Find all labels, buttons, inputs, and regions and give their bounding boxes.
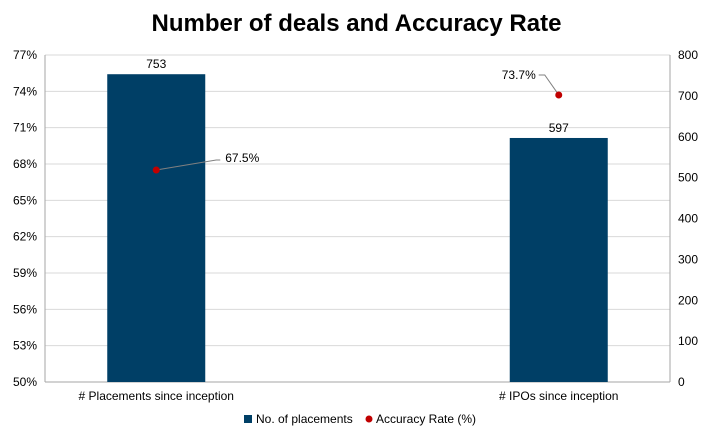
- bar: [107, 74, 206, 383]
- y-right-tick-label: 200: [678, 293, 698, 307]
- bar-data-label: 597: [549, 121, 569, 135]
- data-label-leader-line: [156, 159, 221, 171]
- legend-swatch-bars: [244, 415, 252, 423]
- y-right-tick-label: 100: [678, 334, 698, 348]
- accuracy-point: [152, 166, 160, 174]
- chart-title: Number of deals and Accuracy Rate: [151, 10, 562, 37]
- y-left-tick-label: 65%: [13, 193, 37, 207]
- y-left-tick-label: 50%: [13, 375, 37, 389]
- accuracy-data-label: 73.7%: [502, 68, 536, 82]
- y-right-tick-label: 400: [678, 212, 698, 226]
- y-right-tick-label: 800: [678, 48, 698, 62]
- y-right-tick-label: 0: [678, 375, 685, 389]
- y-left-tick-label: 74%: [13, 84, 37, 98]
- y-left-tick-label: 53%: [13, 339, 37, 353]
- y-left-tick-label: 77%: [13, 48, 37, 62]
- legend-label-points: Accuracy Rate (%): [376, 412, 476, 426]
- data-label-leader-line: [538, 74, 560, 96]
- legend-swatch-points: [365, 415, 373, 423]
- y-left-tick-label: 62%: [13, 230, 37, 244]
- legend-label-bars: No. of placements: [256, 412, 353, 426]
- y-right-tick-label: 300: [678, 252, 698, 266]
- bar: [509, 137, 608, 382]
- y-left-tick-label: 59%: [13, 266, 37, 280]
- bar-data-label: 753: [146, 57, 166, 71]
- y-right-tick-label: 600: [678, 130, 698, 144]
- y-right-tick-label: 500: [678, 171, 698, 185]
- y-left-tick-label: 71%: [13, 121, 37, 135]
- y-right-tick-label: 700: [678, 89, 698, 103]
- y-left-tick-label: 56%: [13, 302, 37, 316]
- accuracy-point: [555, 91, 563, 99]
- y-left-tick-label: 68%: [13, 157, 37, 171]
- x-tick-label: # Placements since inception: [79, 389, 234, 403]
- accuracy-data-label: 67.5%: [225, 151, 259, 165]
- x-tick-label: # IPOs since inception: [499, 389, 618, 403]
